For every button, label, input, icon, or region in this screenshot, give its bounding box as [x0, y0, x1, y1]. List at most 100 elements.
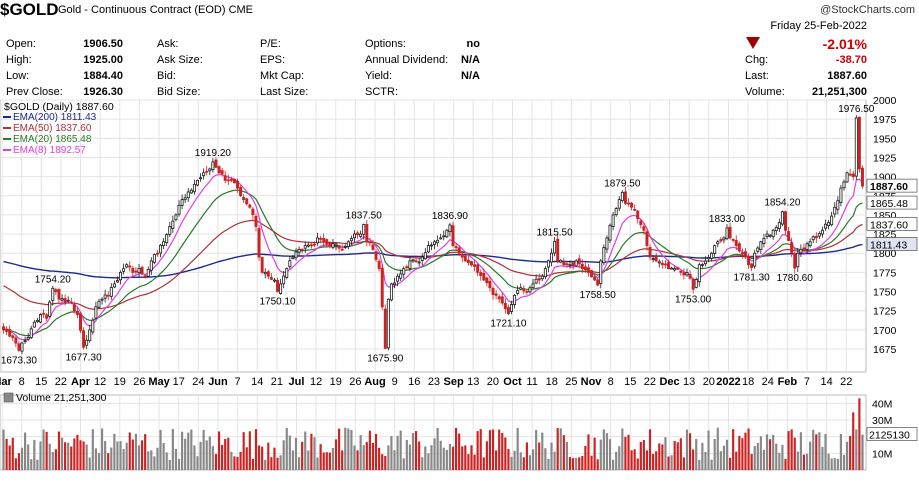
candle-body — [670, 267, 674, 270]
candles — [2, 115, 864, 355]
candle-body — [473, 264, 477, 267]
candle-body — [393, 282, 397, 286]
candle-body — [272, 279, 276, 282]
x-tick-label: May — [148, 376, 170, 388]
volume-bar — [455, 428, 458, 470]
price-annotation: 1837.50 — [346, 211, 383, 222]
candle-body — [482, 272, 486, 281]
volume-bar — [131, 439, 134, 470]
candle-body — [349, 238, 353, 242]
candle-body — [743, 251, 747, 258]
y-tick-label: 1950 — [873, 133, 897, 145]
x-tick-label: 7 — [235, 376, 241, 388]
quote-header: $GOLD Gold - Continuous Contract (EOD) C… — [0, 0, 919, 100]
volume-bar — [565, 442, 569, 470]
candle-body — [540, 275, 544, 280]
volume-bar — [467, 454, 470, 470]
volume-bar — [581, 455, 584, 470]
candle-body — [331, 243, 335, 248]
candle-body — [657, 261, 661, 264]
symbol[interactable]: $GOLD — [0, 0, 59, 19]
candle-body — [780, 211, 784, 225]
candle-body — [497, 296, 501, 300]
candle-body — [217, 166, 221, 174]
volume-bar — [559, 428, 562, 470]
volume-bar — [356, 450, 359, 470]
candle-body — [220, 170, 224, 175]
volume-bar — [830, 458, 833, 470]
candle-body — [359, 233, 363, 237]
volume-bar — [544, 448, 547, 470]
quote-label: Low: — [6, 70, 30, 82]
volume-bar — [353, 445, 356, 470]
volume-bar — [11, 437, 14, 470]
price-annotation: 1750.10 — [259, 296, 296, 307]
volume-bar — [765, 434, 769, 470]
volume-bar — [759, 436, 762, 470]
x-tick-label: 22 — [55, 376, 67, 388]
x-tick-label: 12 — [310, 376, 322, 388]
volume-title: Volume 21,251,300 — [16, 392, 107, 404]
candle-body — [630, 202, 634, 208]
candle-body — [343, 245, 347, 248]
candle-body — [534, 278, 538, 284]
candle-body — [211, 161, 215, 171]
volume-bar — [587, 434, 590, 470]
volume-bar — [2, 429, 5, 470]
volume-bar — [531, 449, 535, 470]
price-annotation: 1781.30 — [734, 273, 771, 284]
x-tick-label: 23 — [428, 376, 440, 388]
candle-body — [617, 199, 621, 209]
candle-body — [796, 252, 800, 268]
candle-body — [494, 293, 498, 296]
candle-body — [183, 197, 187, 201]
candle-body — [580, 263, 584, 269]
candle-body — [531, 283, 535, 289]
volume-bar — [568, 457, 572, 470]
volume-bar — [627, 434, 630, 470]
volume-bar — [858, 398, 861, 470]
volume-bar — [85, 444, 88, 470]
volume-bar — [482, 457, 485, 470]
quote-label: EPS: — [260, 54, 286, 66]
candle-body — [165, 234, 169, 243]
volume-bar — [285, 427, 288, 470]
candle-body — [719, 239, 723, 242]
candle-body — [787, 231, 791, 241]
volume-bar — [495, 450, 498, 470]
volume-bar — [519, 452, 522, 470]
volume-bar — [8, 445, 11, 470]
volume-bar — [424, 446, 427, 470]
candle-body — [171, 220, 175, 229]
volume-bar — [498, 429, 501, 470]
volume-bar — [328, 452, 331, 470]
candle-body — [300, 248, 304, 251]
volume-bar — [365, 442, 368, 470]
candle-body — [168, 226, 172, 235]
candle-body — [377, 260, 381, 269]
volume-bar — [402, 458, 405, 470]
volume-bar — [261, 446, 264, 470]
volume-bar — [24, 432, 27, 470]
y-tick-label: 1975 — [873, 114, 897, 126]
volume-bar — [313, 437, 316, 470]
volume-bar — [288, 435, 291, 470]
candle-body — [100, 298, 104, 301]
volume-panel-frame — [0, 394, 867, 471]
volume-bar — [79, 440, 82, 470]
candle-body — [762, 237, 766, 244]
volume-bar — [273, 447, 276, 470]
candle-body — [479, 272, 483, 276]
volume-bar — [769, 439, 772, 470]
candle-body — [660, 262, 664, 266]
volume-bar — [199, 441, 202, 470]
volume-bar — [368, 430, 371, 470]
volume-bar — [88, 457, 91, 470]
x-tick-label: 8 — [608, 376, 614, 388]
volume-bar — [633, 449, 636, 470]
candle-body — [503, 302, 507, 310]
quote-value: 1926.30 — [83, 86, 123, 98]
volume-bar — [861, 434, 864, 470]
candle-body — [85, 339, 89, 346]
down-triangle-icon — [746, 37, 760, 49]
